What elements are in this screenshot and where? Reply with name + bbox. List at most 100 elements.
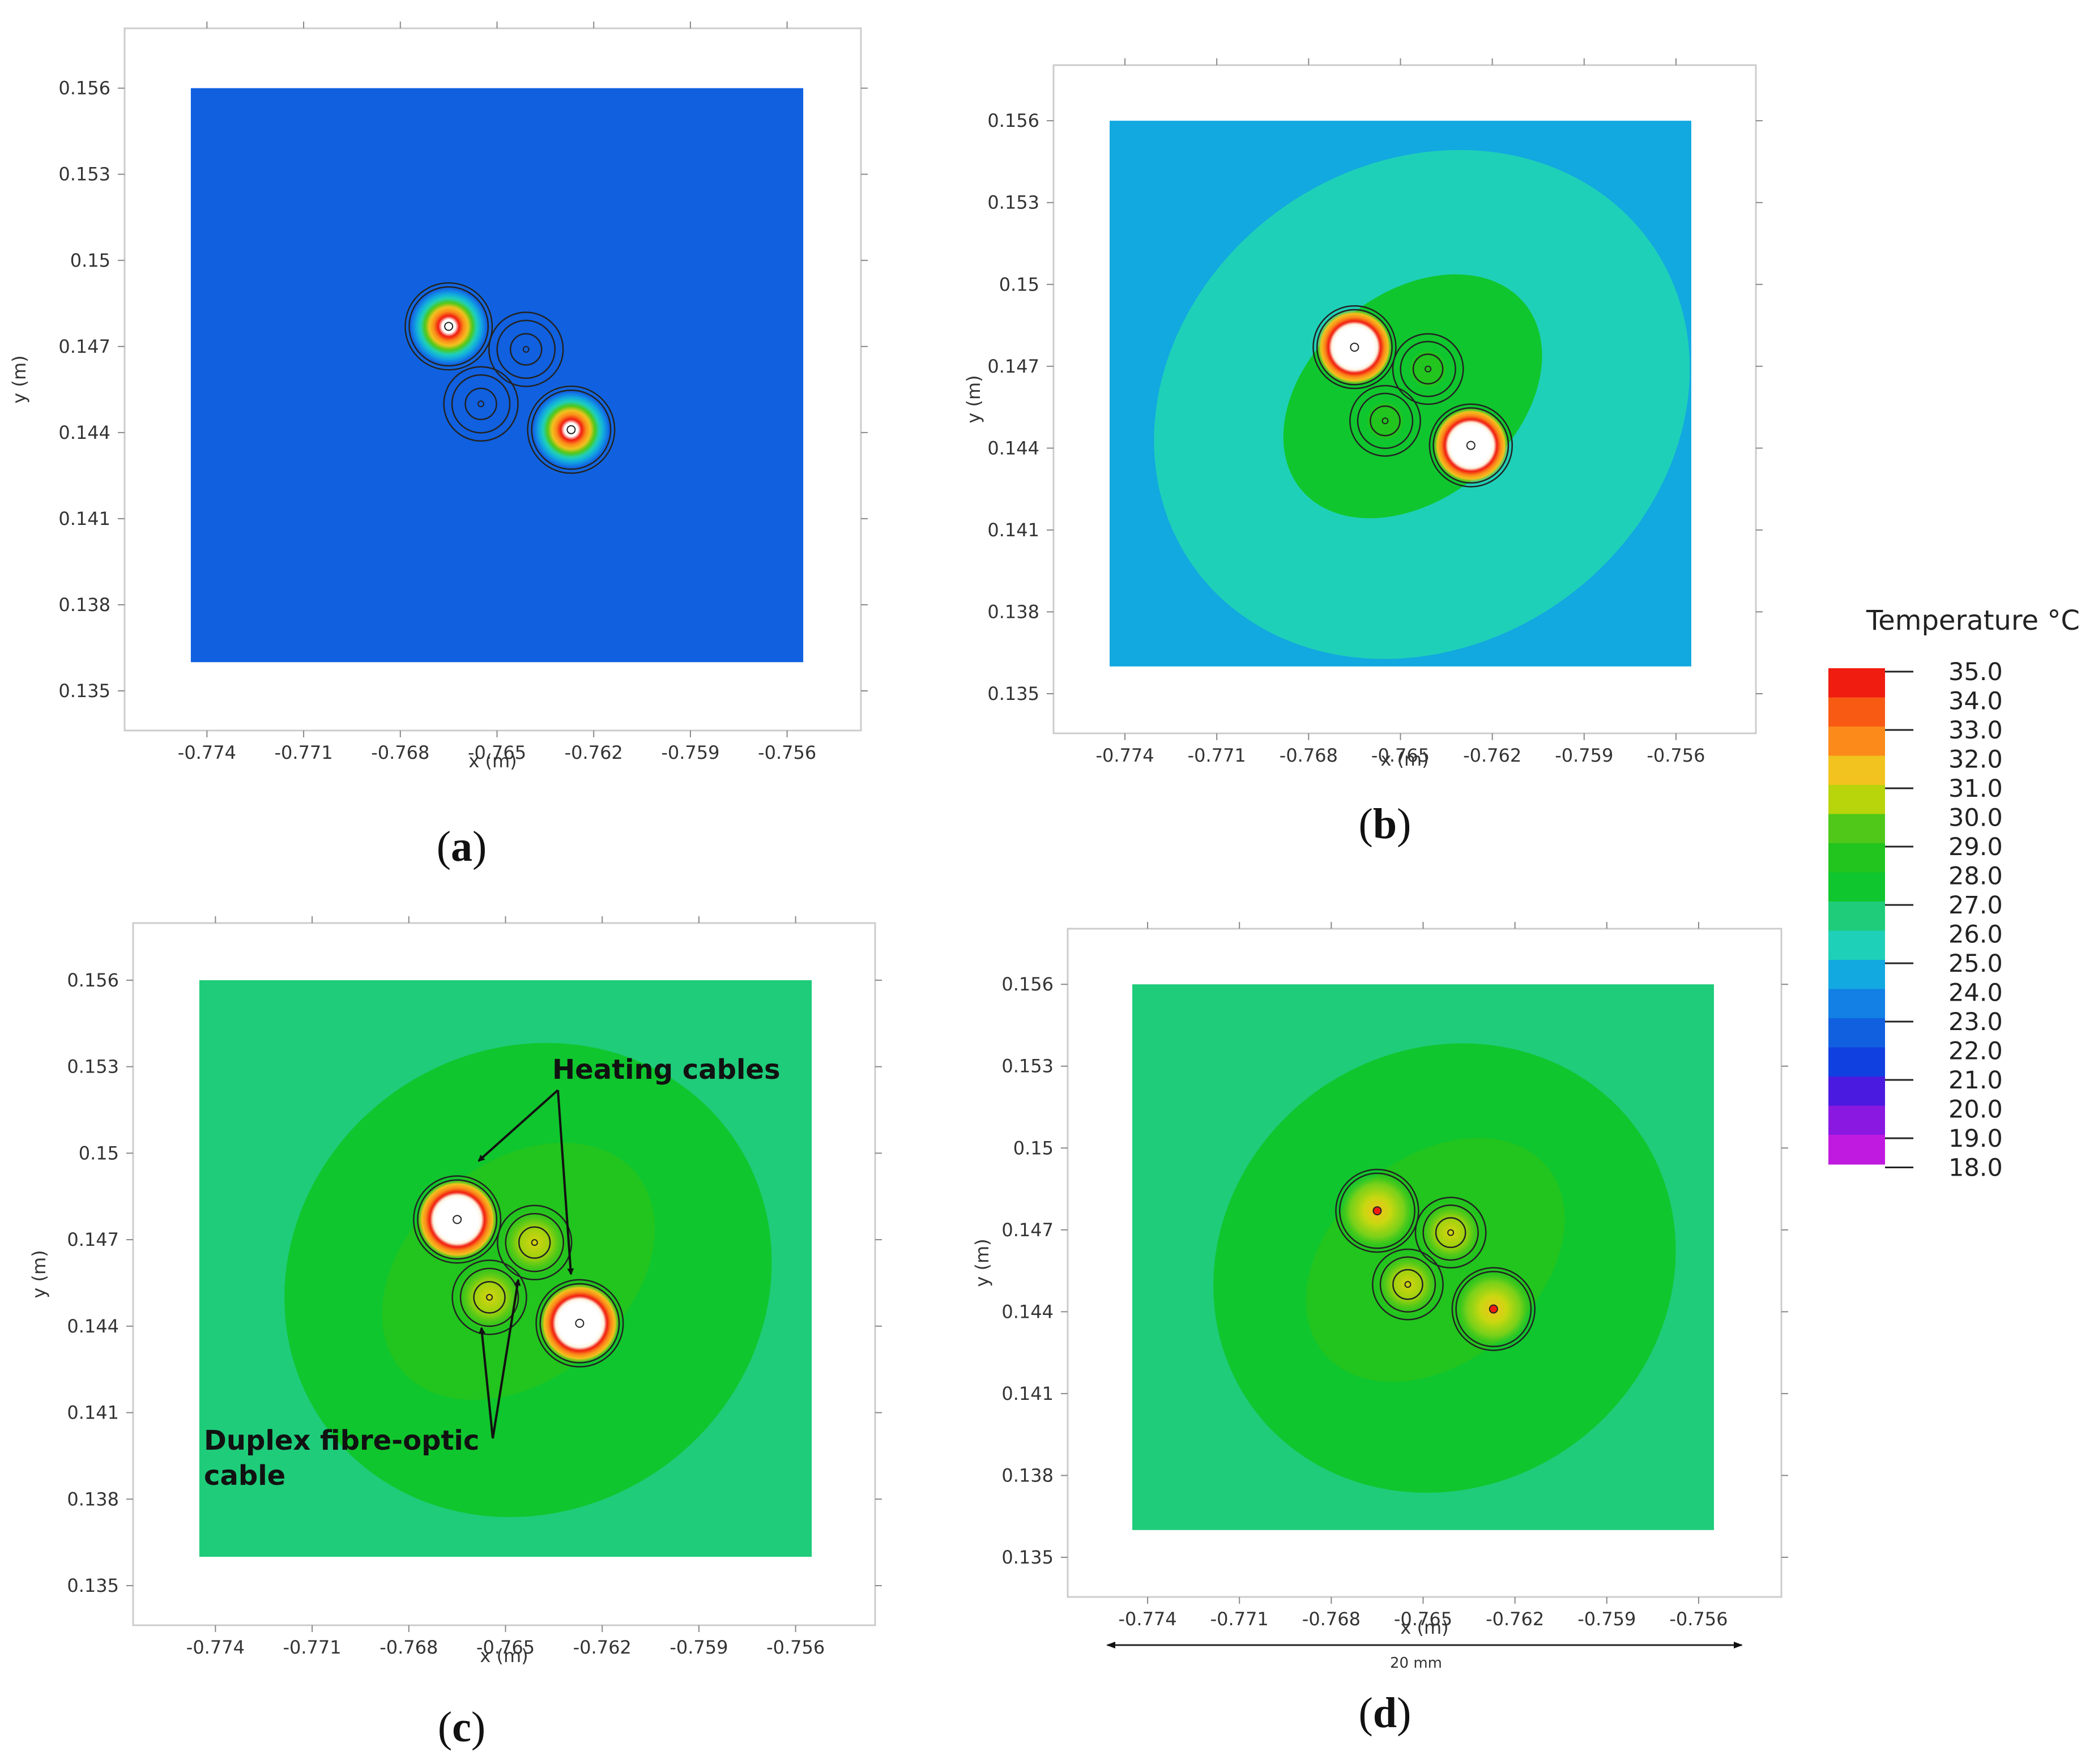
- legend-tick-label: 31.0: [1948, 775, 2003, 803]
- y-tick-label: 0.156: [1001, 973, 1054, 995]
- fibre-optic-cable-ring: [1392, 333, 1464, 405]
- x-tick-label: -0.768: [1280, 745, 1338, 766]
- heating-cable-ring: [408, 286, 489, 367]
- legend-swatch: [1828, 902, 1885, 932]
- legend-title: Temperature °C: [1866, 605, 2080, 637]
- legend-tick-label: 34.0: [1948, 687, 2003, 716]
- panel-c: -0.774 -0.771 -0.768 -0.765 -0.762 -0.759 -0.7…: [28, 916, 882, 1751]
- fibre-optic-cable-ring: [459, 1267, 519, 1327]
- legend-swatch: [1828, 697, 1885, 727]
- fibre-optic-core: [1404, 1281, 1412, 1288]
- temperature-field: [1132, 984, 1714, 1530]
- x-tick-label: -0.759: [661, 742, 719, 763]
- legend-swatch: [1828, 1018, 1885, 1048]
- panel-label: (d): [1359, 1689, 1412, 1737]
- x-axis-label: x (m): [1400, 1617, 1448, 1638]
- y-tick-label: 0.141: [987, 519, 1039, 541]
- y-axis-label: y (m): [963, 375, 984, 423]
- fibre-core-fill: [1410, 351, 1446, 387]
- heating-cable-ring: [1335, 1168, 1419, 1253]
- heating-cable-ring: [417, 1179, 498, 1260]
- annotations: Heating cables Duplex fibre-optic cable: [204, 1054, 781, 1492]
- y-tick-label: 0.147: [987, 356, 1039, 377]
- y-tick-label: 0.138: [67, 1488, 119, 1510]
- y-tick-label: 0.135: [1001, 1547, 1054, 1568]
- heating-cable-ring: [1451, 1267, 1536, 1351]
- fibre-optic-cable-ring: [1392, 1268, 1423, 1300]
- panel-b: -0.774 -0.771 -0.768 -0.765 -0.762 -0.759 -0.7…: [963, 58, 1763, 848]
- x-tick-label: -0.759: [1577, 1608, 1636, 1630]
- legend-tick-label: 19.0: [1948, 1125, 2003, 1153]
- heating-cable-ring: [1338, 1172, 1415, 1249]
- y-axis-label: y (m): [28, 1250, 50, 1298]
- fibre-optic-cable-ring: [497, 1205, 573, 1280]
- fibre-optic-cable-ring: [1372, 1248, 1444, 1321]
- axes: -0.774 -0.771 -0.768 -0.765 -0.762 -0.759 -0.7…: [28, 916, 882, 1667]
- legend-swatch: [1828, 1135, 1885, 1165]
- legend-swatches: [1828, 668, 1885, 1165]
- heating-cable-ring: [531, 389, 612, 470]
- heating-cable-ring: [413, 1175, 502, 1264]
- fibre-optic-cable-ring: [1414, 1197, 1487, 1269]
- x-tick-label: -0.774: [1118, 1608, 1176, 1630]
- temperature-field: [190, 88, 804, 663]
- heating-cable-ring: [1428, 403, 1513, 488]
- panel-label: (b): [1359, 800, 1412, 848]
- y-tick-label: 0.156: [987, 110, 1039, 131]
- fibre-optic-cable-ring: [451, 374, 511, 434]
- y-tick-label: 0.135: [987, 683, 1039, 704]
- x-tick-label: -0.765: [476, 1637, 535, 1658]
- y-tick-label: 0.135: [58, 680, 110, 702]
- y-tick-label: 0.153: [987, 192, 1039, 213]
- x-axis-label: x (m): [1380, 749, 1428, 770]
- axes: -0.774 -0.771 -0.768 -0.765 -0.762 -0.759 -0.7…: [971, 922, 1788, 1638]
- y-tick-label: 0.141: [1001, 1383, 1054, 1404]
- x-tick-label: -0.756: [758, 742, 816, 763]
- y-tick-label: 0.15: [999, 274, 1039, 295]
- y-tick-label: 0.156: [67, 969, 119, 991]
- legend-tick-label: 32.0: [1948, 746, 2003, 774]
- y-axis-label: y (m): [971, 1238, 993, 1287]
- x-tick-label: -0.774: [178, 742, 236, 763]
- x-tick-label: -0.771: [1210, 1608, 1269, 1630]
- y-tick-label: 0.15: [70, 250, 110, 271]
- fibre-optic-cable-ring: [496, 319, 556, 379]
- heating-cable-ring: [527, 385, 616, 474]
- y-tick-label: 0.144: [58, 422, 110, 443]
- panel-a: -0.774 -0.771 -0.768 -0.765 -0.762 -0.759 -0.7…: [8, 22, 868, 870]
- arrow-heating-2: [557, 1090, 574, 1275]
- y-tick-label: 0.147: [67, 1229, 119, 1250]
- fibre-optic-cable-ring: [488, 311, 564, 387]
- fibre-optic-cable-ring: [518, 1226, 551, 1259]
- fibre-glow: [1376, 1253, 1440, 1317]
- x-axis-label: x (m): [480, 1645, 528, 1667]
- x-tick-label: -0.759: [670, 1637, 728, 1658]
- fibre-optic-cable-ring: [505, 1212, 565, 1272]
- fibre-optic-core: [522, 345, 530, 353]
- y-tick-label: 0.15: [1013, 1137, 1054, 1159]
- fibre-optic-cable-ring: [473, 1281, 506, 1314]
- x-tick-label: -0.756: [1669, 1608, 1728, 1630]
- y-tick-label: 0.138: [1001, 1464, 1054, 1486]
- x-tick-label: -0.774: [186, 1637, 245, 1658]
- legend-tick-label: 29.0: [1948, 833, 2003, 861]
- y-tick-label: 0.138: [58, 594, 110, 616]
- y-tick-label: 0.144: [67, 1315, 119, 1337]
- heating-cable-core: [444, 322, 454, 331]
- legend-tick-label: 27.0: [1948, 891, 2003, 920]
- panel-label: (c): [438, 1703, 485, 1751]
- x-tick-label: -0.765: [1394, 1608, 1452, 1630]
- fibre-optic-cable-ring: [443, 366, 519, 442]
- y-tick-label: 0.141: [58, 508, 110, 529]
- legend-swatch: [1828, 1077, 1885, 1107]
- arrow-fibre-2: [492, 1279, 521, 1439]
- legend-swatch: [1828, 989, 1885, 1019]
- temperature-field: [1110, 121, 1691, 667]
- fibre-optic-cable-ring: [1422, 1204, 1479, 1261]
- legend-tick-label: 33.0: [1948, 716, 2003, 745]
- legend-tick-label: 30.0: [1948, 804, 2003, 832]
- y-tick-label: 0.141: [67, 1402, 119, 1424]
- legend-swatch: [1828, 872, 1885, 902]
- fibre-optic-cable-ring: [1357, 392, 1414, 449]
- legend-swatch: [1828, 727, 1885, 757]
